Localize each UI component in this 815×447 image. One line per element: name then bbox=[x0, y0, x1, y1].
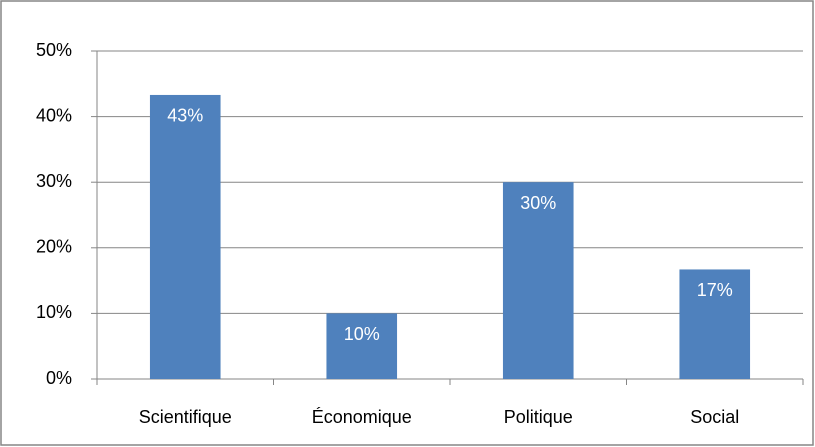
bar bbox=[326, 313, 398, 379]
data-label: 10% bbox=[344, 324, 380, 344]
x-tick-label: Économique bbox=[312, 407, 412, 427]
data-label: 43% bbox=[167, 106, 203, 126]
x-tick-label: Politique bbox=[504, 407, 573, 427]
bar bbox=[502, 182, 574, 379]
y-tick-label: 30% bbox=[36, 171, 72, 191]
y-tick-label: 0% bbox=[46, 368, 72, 388]
x-tick-label: Social bbox=[690, 407, 739, 427]
data-label: 30% bbox=[520, 193, 556, 213]
bar bbox=[149, 94, 221, 380]
y-tick-label: 10% bbox=[36, 302, 72, 322]
y-tick-label: 40% bbox=[36, 105, 72, 125]
y-tick-label: 50% bbox=[36, 40, 72, 60]
bar bbox=[679, 269, 751, 379]
data-label: 17% bbox=[697, 280, 733, 300]
x-tick-label: Scientifique bbox=[139, 407, 232, 427]
y-tick-label: 20% bbox=[36, 237, 72, 257]
